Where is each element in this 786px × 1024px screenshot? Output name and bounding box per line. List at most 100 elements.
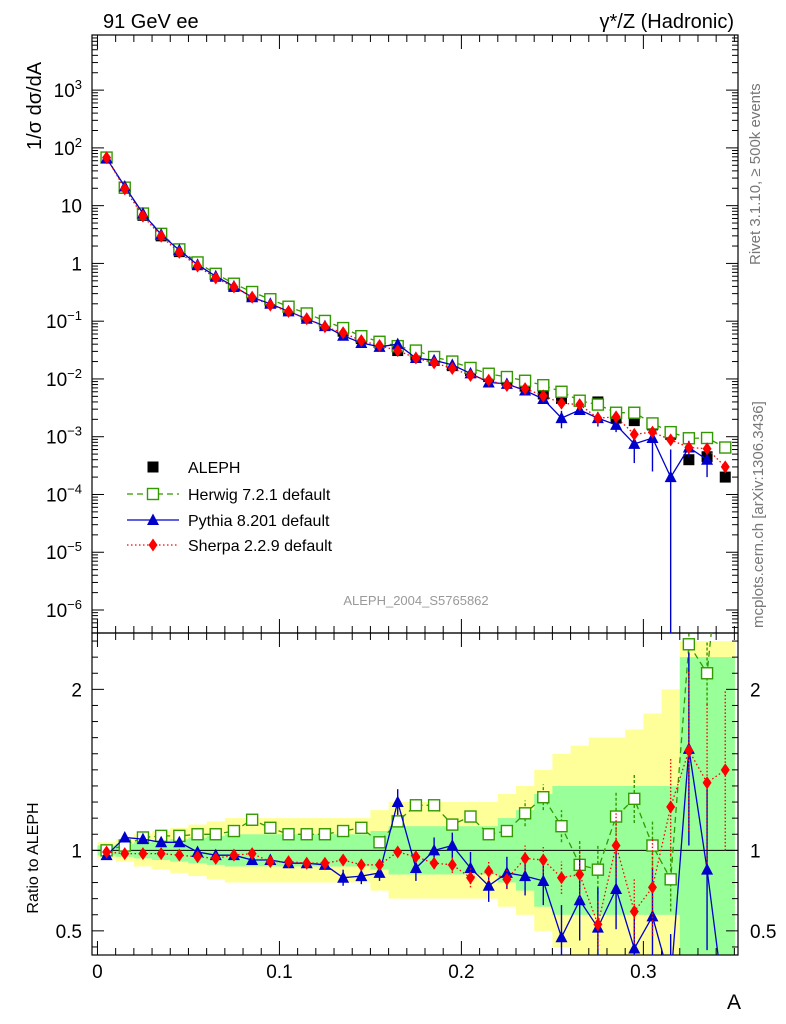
sherpa-main-point	[720, 460, 730, 474]
data-legend-label: ALEPH	[188, 460, 240, 477]
herwig-series	[100, 151, 732, 454]
herwig-ratio-point	[720, 491, 731, 502]
sherpa-main-point	[466, 368, 476, 382]
herwig-ratio-point	[500, 824, 514, 838]
data-main-point	[683, 454, 695, 466]
sherpa-main-point	[429, 356, 439, 370]
sherpa-ratio-point	[393, 845, 403, 859]
main-y-tick-label: 10	[61, 197, 82, 218]
pythia-ratio-point	[173, 835, 186, 848]
energy-label: 91 GeV ee	[103, 11, 199, 33]
sherpa-main-point	[684, 441, 694, 455]
pythia-main-point	[628, 437, 641, 449]
pythia-ratio-point	[136, 832, 149, 845]
herwig-ratio-point	[355, 821, 368, 835]
ratio-y-tick-label-right: 2	[750, 680, 761, 701]
herwig-ratio-point	[537, 791, 550, 804]
pythia-ratio-point	[610, 882, 623, 894]
data-legend-marker	[147, 461, 159, 473]
sherpa-main-point	[138, 209, 148, 223]
sherpa-main-point	[393, 344, 403, 358]
herwig-ratio-point	[464, 810, 477, 823]
herwig-main-point	[555, 385, 568, 398]
sherpa-main-point	[484, 373, 494, 387]
data-main-point	[719, 471, 731, 483]
sherpa-ratio-point	[302, 856, 312, 870]
pythia-ratio-point	[409, 861, 422, 874]
main-y-tick-label: 10−3	[46, 424, 82, 449]
sherpa-ratio-point	[338, 853, 348, 867]
sherpa-main-point	[284, 305, 294, 319]
main-y-tick-label: 10−6	[46, 597, 82, 622]
pythia-main-point	[555, 411, 568, 424]
pythia-ratio-point	[701, 863, 714, 875]
sherpa-ratio-point	[575, 868, 585, 881]
herwig-ratio-point	[482, 828, 495, 841]
main-y-tick-label: 1	[71, 254, 82, 275]
sherpa-main-point	[647, 425, 657, 439]
sherpa-main-point	[247, 290, 257, 304]
sherpa-main-point	[102, 151, 112, 165]
sherpa-ratio-point	[211, 851, 221, 865]
x-tick-label: 0.3	[630, 962, 656, 983]
pythia-legend-marker	[147, 513, 159, 525]
sherpa-main-point	[502, 379, 512, 393]
pythia-main-point	[701, 453, 714, 465]
sherpa-legend-label: Sherpa 2.2.9 default	[188, 538, 333, 555]
sherpa-ratio-point	[520, 851, 530, 865]
herwig-ratio-point	[682, 638, 696, 651]
herwig-ratio-point	[646, 839, 659, 852]
main-y-tick-label: 10−2	[46, 366, 82, 391]
mcplots-label: mcplots.cern.ch [arXiv:1306.3436]	[750, 401, 767, 628]
pythia-main-point	[610, 418, 623, 430]
herwig-ratio-point	[609, 810, 623, 823]
sherpa-ratio-point	[284, 855, 294, 869]
x-tick-label: 0.1	[266, 962, 292, 983]
pythia-ratio-point	[573, 893, 586, 906]
herwig-ratio-point	[318, 828, 332, 841]
pythia-ratio-point	[464, 861, 477, 874]
sherpa-main-point	[193, 259, 203, 273]
sherpa-ratio-point	[484, 864, 494, 878]
pythia-series	[100, 151, 714, 633]
sherpa-main-point	[629, 427, 639, 441]
pythia-main-point	[664, 470, 677, 483]
pythia-legend-label: Pythia 8.201 default	[188, 513, 330, 530]
herwig-legend-marker	[146, 487, 160, 501]
sherpa-ratio-point	[247, 847, 257, 861]
sherpa-ratio-point	[684, 744, 694, 758]
sherpa-main-point	[156, 229, 166, 243]
sherpa-ratio-point	[447, 858, 457, 872]
rivet-version-label: Rivet 3.1.10, ≥ 500k events	[747, 83, 764, 265]
sherpa-ratio-point	[375, 858, 385, 872]
sherpa-ratio-point	[174, 848, 184, 862]
pythia-ratio-point	[428, 843, 441, 856]
sherpa-main-point	[302, 312, 312, 326]
sherpa-main-point	[375, 338, 385, 352]
herwig-main-point	[537, 378, 550, 392]
pythia-ratio-point	[355, 869, 368, 882]
legend: ALEPH Herwig 7.2.1 default Pythia 8.201 de…	[127, 460, 333, 555]
main-y-tick-label: 102	[54, 135, 82, 160]
sherpa-main-point	[211, 271, 221, 285]
analysis-watermark: ALEPH_2004_S5765862	[343, 593, 488, 608]
herwig-ratio-point	[700, 667, 714, 680]
herwig-ratio-point	[245, 813, 259, 826]
sherpa-main-point	[411, 351, 421, 365]
pythia-ratio-point	[665, 976, 677, 988]
sherpa-ratio-point	[265, 855, 275, 869]
main-y-tick-label: 10−1	[46, 308, 82, 333]
sherpa-main-point	[120, 182, 130, 196]
x-tick-label: 0.2	[448, 962, 474, 983]
herwig-ratio-point	[227, 824, 241, 838]
herwig-ratio-point	[264, 821, 277, 835]
pythia-ratio-point	[391, 795, 404, 808]
sherpa-main-point	[447, 361, 457, 375]
herwig-ratio-point	[191, 828, 204, 841]
pythia-ratio-point	[519, 869, 532, 882]
sherpa-ratio-series	[102, 670, 730, 949]
sherpa-main-point	[611, 410, 621, 424]
sherpa-ratio-point	[466, 871, 476, 885]
sherpa-ratio-point	[156, 847, 166, 861]
